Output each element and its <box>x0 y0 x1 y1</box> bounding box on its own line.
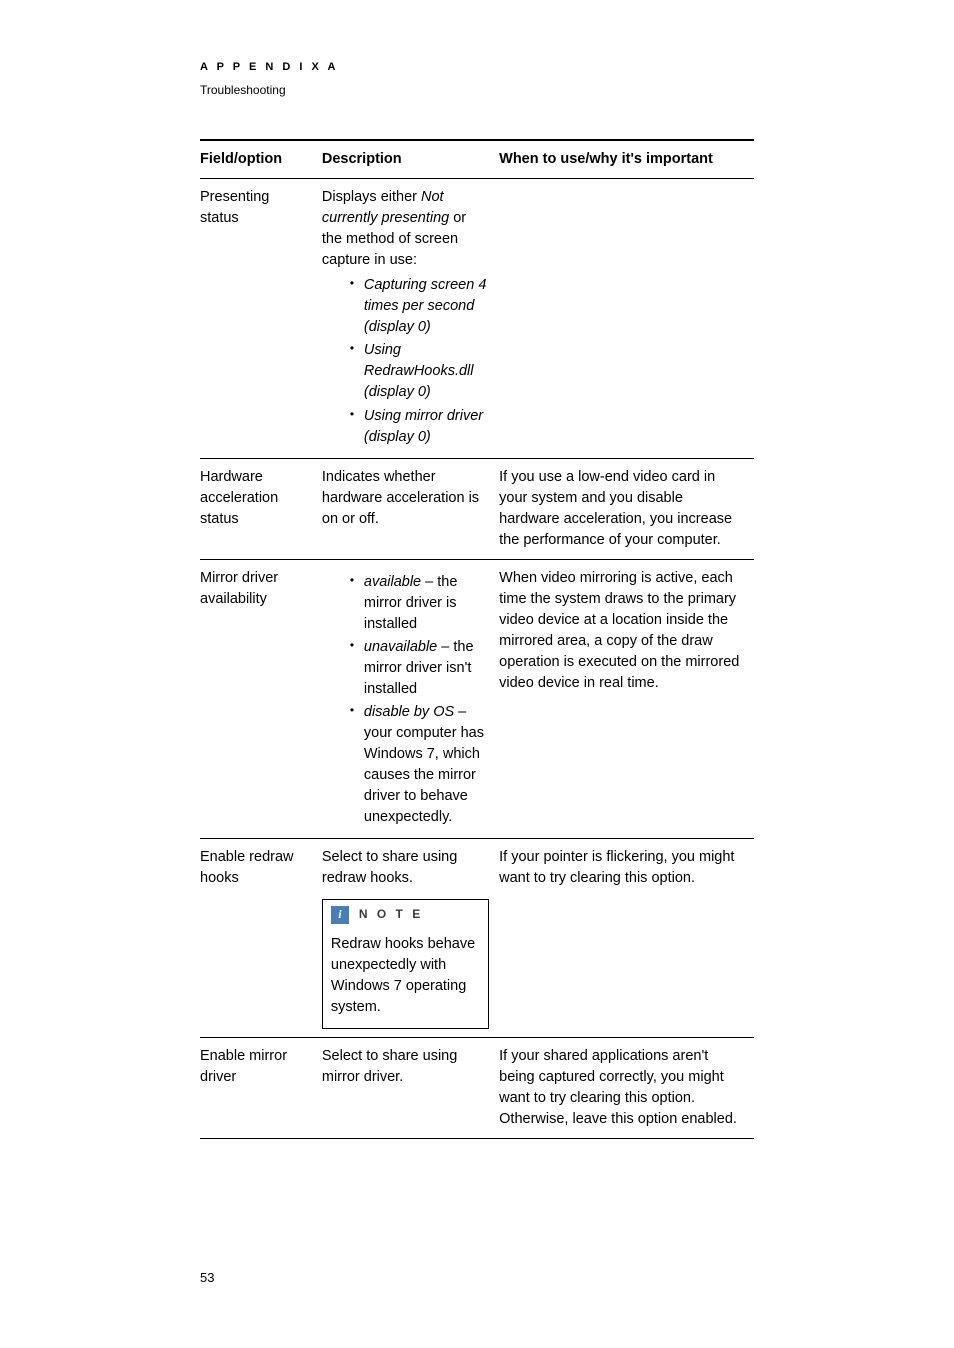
subtitle: Troubleshooting <box>200 82 754 99</box>
appendix-label: A P P E N D I X A <box>200 60 754 76</box>
desc-cell: available – the mirror driver is install… <box>322 559 499 838</box>
list-text: – your computer has Windows 7, which cau… <box>364 704 484 825</box>
page-number: 53 <box>200 1269 754 1288</box>
col-header-field: Field/option <box>200 140 322 179</box>
troubleshooting-table: Field/option Description When to use/why… <box>200 139 754 1139</box>
list-item: Using mirror driver (display 0) <box>350 406 489 448</box>
field-cell: Presenting status <box>200 179 322 458</box>
table-row: Presenting status Displays either Not cu… <box>200 179 754 458</box>
when-cell: When video mirroring is active, each tim… <box>499 559 754 838</box>
desc-bullet-list: available – the mirror driver is install… <box>322 572 489 828</box>
list-italic: available <box>364 574 421 590</box>
list-item: Using RedrawHooks.dll (display 0) <box>350 340 489 403</box>
list-text: Using RedrawHooks.dll (display 0) <box>364 342 474 400</box>
table-row: Enable redraw hooks Select to share usin… <box>200 838 754 1037</box>
when-cell: If your pointer is flickering, you might… <box>499 838 754 1037</box>
when-cell: If you use a low-end video card in your … <box>499 458 754 559</box>
table-header-row: Field/option Description When to use/why… <box>200 140 754 179</box>
field-cell: Mirror driver availability <box>200 559 322 838</box>
list-text: Using mirror driver (display 0) <box>364 408 483 445</box>
col-header-desc: Description <box>322 140 499 179</box>
note-body: Redraw hooks behave unexpectedly with Wi… <box>323 930 488 1018</box>
desc-cell: Displays either Not currently presenting… <box>322 179 499 458</box>
note-box: i N O T E Redraw hooks behave unexpected… <box>322 899 489 1029</box>
col-header-when: When to use/why it's important <box>499 140 754 179</box>
desc-cell: Select to share using redraw hooks. i N … <box>322 838 499 1037</box>
note-label: N O T E <box>359 906 423 923</box>
note-header: i N O T E <box>323 900 488 930</box>
field-cell: Hardware acceleration status <box>200 458 322 559</box>
table-row: Mirror driver availability available – t… <box>200 559 754 838</box>
desc-cell: Select to share using mirror driver. <box>322 1037 499 1138</box>
list-italic: unavailable <box>364 639 437 655</box>
table-row: Hardware acceleration status Indicates w… <box>200 458 754 559</box>
list-item: disable by OS – your computer has Window… <box>350 702 489 828</box>
table-row: Enable mirror driver Select to share usi… <box>200 1037 754 1138</box>
desc-cell: Indicates whether hardware acceleration … <box>322 458 499 559</box>
list-item: available – the mirror driver is install… <box>350 572 489 635</box>
field-cell: Enable redraw hooks <box>200 838 322 1037</box>
desc-text: Select to share using redraw hooks. <box>322 849 457 886</box>
list-text: Capturing screen 4 times per second (dis… <box>364 277 487 335</box>
when-cell: If your shared applications aren't being… <box>499 1037 754 1138</box>
list-italic: disable by OS <box>364 704 454 720</box>
desc-text: Displays either <box>322 189 421 205</box>
list-item: Capturing screen 4 times per second (dis… <box>350 275 489 338</box>
info-icon: i <box>331 906 349 924</box>
desc-bullet-list: Capturing screen 4 times per second (dis… <box>322 275 489 447</box>
when-cell <box>499 179 754 458</box>
list-item: unavailable – the mirror driver isn't in… <box>350 637 489 700</box>
field-cell: Enable mirror driver <box>200 1037 322 1138</box>
